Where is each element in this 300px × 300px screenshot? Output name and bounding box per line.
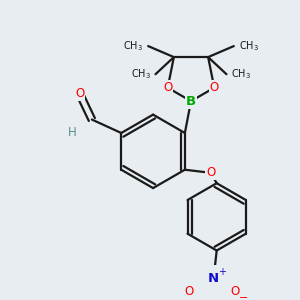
- Text: CH$_3$: CH$_3$: [123, 39, 143, 53]
- Text: H: H: [68, 127, 77, 140]
- Text: −: −: [239, 293, 248, 300]
- Text: O: O: [75, 87, 84, 100]
- Text: O: O: [184, 285, 194, 298]
- Text: O: O: [163, 81, 172, 94]
- Text: CH$_3$: CH$_3$: [130, 67, 151, 81]
- Text: CH$_3$: CH$_3$: [231, 67, 251, 81]
- Text: B: B: [186, 95, 196, 108]
- Text: O: O: [206, 166, 215, 179]
- Text: O: O: [230, 285, 240, 298]
- Text: N: N: [208, 272, 219, 285]
- Text: CH$_3$: CH$_3$: [239, 39, 259, 53]
- Text: +: +: [218, 267, 226, 277]
- Text: O: O: [210, 81, 219, 94]
